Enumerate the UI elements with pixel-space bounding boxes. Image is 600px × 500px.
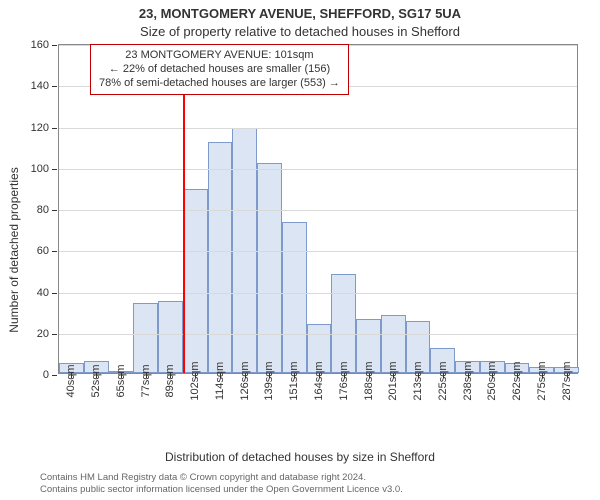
gridline [59, 128, 577, 129]
y-tick-label: 120 [31, 122, 49, 134]
chart-title: 23, MONTGOMERY AVENUE, SHEFFORD, SG17 5U… [0, 6, 600, 21]
x-tick-label: 275sqm [536, 361, 548, 400]
x-tick-label: 213sqm [412, 361, 424, 400]
y-tick-label: 80 [37, 204, 49, 216]
annotation-box: 23 MONTGOMERY AVENUE: 101sqm ← 22% of de… [90, 44, 349, 95]
y-tick [52, 375, 57, 376]
y-tick-label: 0 [43, 369, 49, 381]
footnote-line: Contains public sector information licen… [40, 484, 403, 496]
y-tick [52, 293, 57, 294]
y-tick [52, 251, 57, 252]
x-tick-label: 65sqm [115, 364, 127, 397]
gridline [59, 251, 577, 252]
x-tick-label: 102sqm [189, 361, 201, 400]
annotation-line: 78% of semi-detached houses are larger (… [99, 77, 340, 91]
x-tick-label: 287sqm [561, 361, 573, 400]
histogram-bar [257, 163, 282, 373]
x-tick-label: 126sqm [239, 361, 251, 400]
histogram-bar [282, 222, 307, 373]
histogram-bar [183, 189, 208, 373]
x-tick-label: 40sqm [65, 364, 77, 397]
gridline [59, 210, 577, 211]
x-tick-label: 225sqm [437, 361, 449, 400]
y-tick-label: 20 [37, 328, 49, 340]
x-axis-title: Distribution of detached houses by size … [0, 450, 600, 464]
y-tick-label: 160 [31, 39, 49, 51]
y-tick-label: 140 [31, 80, 49, 92]
annotation-line: 23 MONTGOMERY AVENUE: 101sqm [99, 49, 340, 63]
x-tick-label: 52sqm [90, 364, 102, 397]
x-tick-label: 176sqm [338, 361, 350, 400]
annotation-line: ← 22% of detached houses are smaller (15… [99, 63, 340, 77]
y-tick [52, 86, 57, 87]
x-tick-label: 201sqm [387, 361, 399, 400]
y-tick-label: 100 [31, 163, 49, 175]
gridline [59, 169, 577, 170]
footnote-line: Contains HM Land Registry data © Crown c… [40, 472, 403, 484]
y-tick [52, 334, 57, 335]
footnote: Contains HM Land Registry data © Crown c… [40, 472, 403, 496]
x-tick-label: 151sqm [288, 361, 300, 400]
x-tick-label: 114sqm [214, 362, 226, 400]
x-tick-label: 238sqm [462, 361, 474, 400]
x-tick-label: 77sqm [140, 364, 152, 397]
x-tick-label: 139sqm [263, 361, 275, 400]
y-tick-label: 40 [37, 287, 49, 299]
chart-container: 23, MONTGOMERY AVENUE, SHEFFORD, SG17 5U… [0, 0, 600, 500]
chart-subtitle: Size of property relative to detached ho… [0, 24, 600, 39]
y-tick [52, 210, 57, 211]
gridline [59, 293, 577, 294]
y-tick [52, 128, 57, 129]
y-tick [52, 169, 57, 170]
gridline [59, 334, 577, 335]
x-tick-label: 89sqm [164, 364, 176, 397]
x-tick-label: 250sqm [486, 361, 498, 400]
y-axis-title: Number of detached properties [7, 167, 21, 332]
histogram-bar [158, 301, 183, 373]
x-tick-label: 164sqm [313, 361, 325, 400]
y-tick-label: 60 [37, 245, 49, 257]
histogram-bar [208, 142, 233, 373]
y-tick [52, 45, 57, 46]
x-tick-label: 188sqm [363, 361, 375, 400]
histogram-bar [331, 274, 356, 373]
x-tick-label: 262sqm [511, 361, 523, 400]
histogram-bar [133, 303, 158, 373]
